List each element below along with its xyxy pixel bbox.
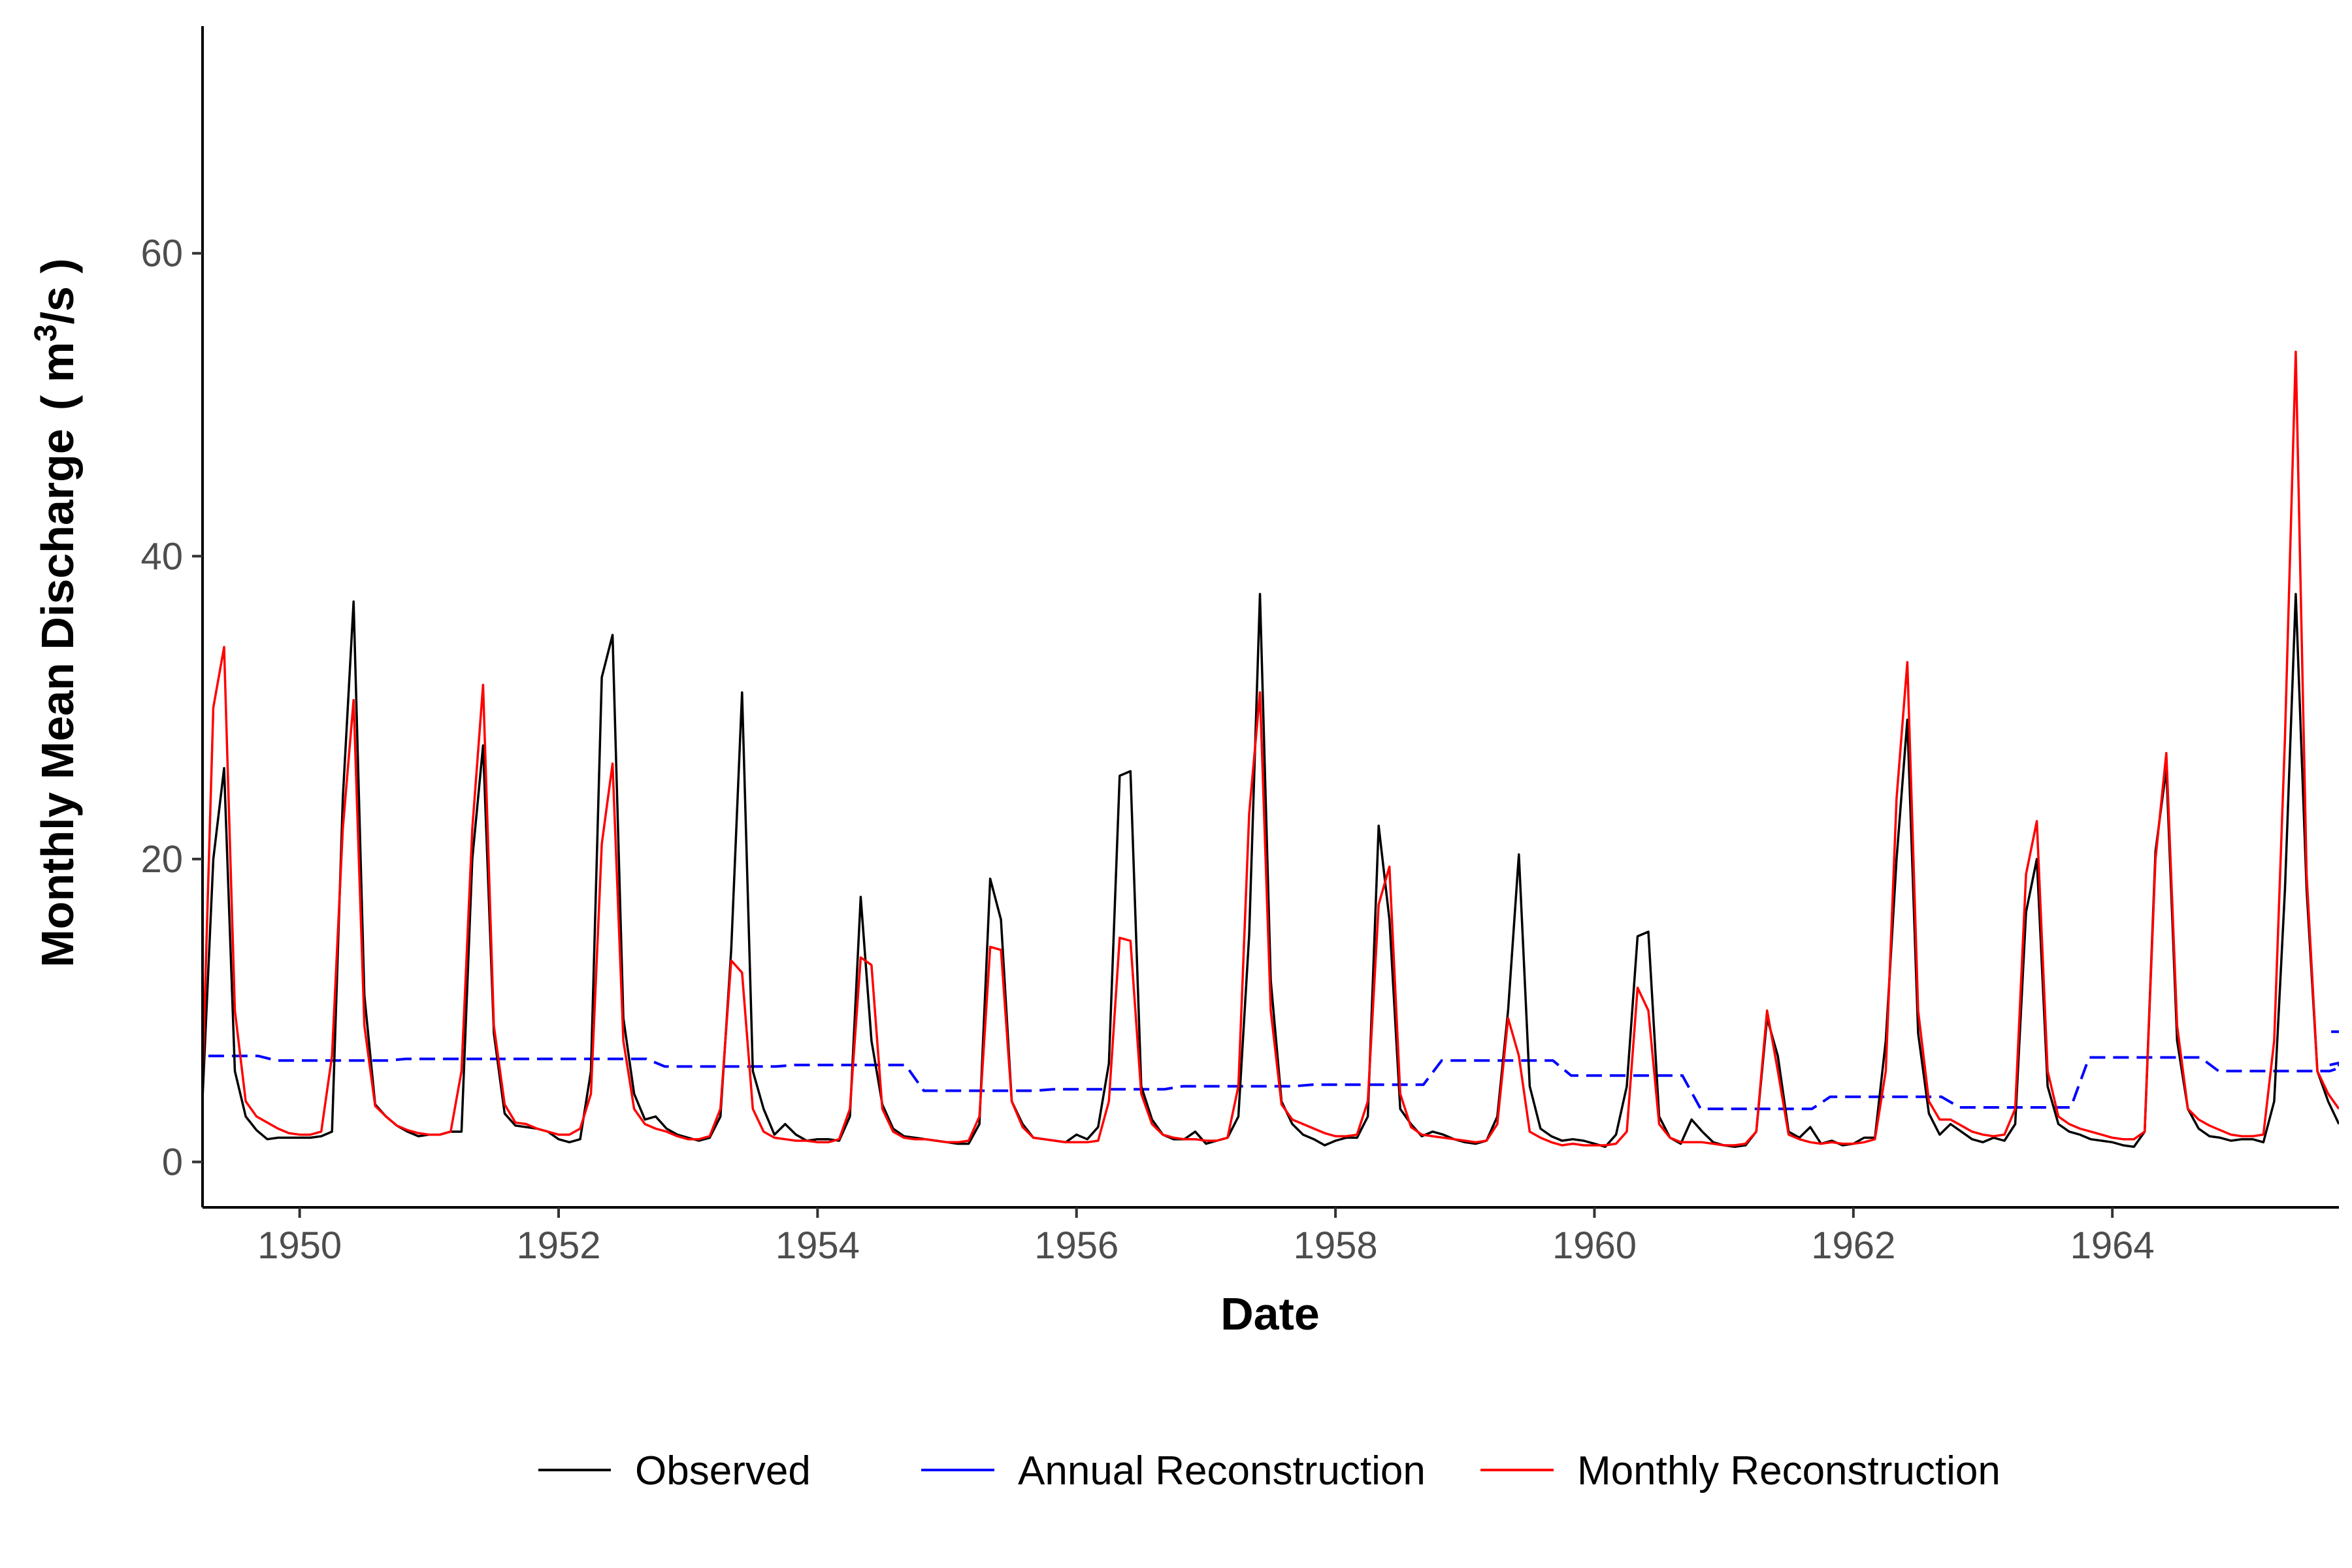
x-tick-label: 1964	[2070, 1224, 2155, 1267]
x-tick-label: 1950	[257, 1224, 342, 1267]
x-ticks: 1950 1952 1954 1956 1958 1960 1962 1964	[257, 1207, 2155, 1267]
y-axis-title-superscript: 3	[29, 324, 63, 342]
y-axis-title-main: Monthly Mean Discharge	[32, 429, 83, 968]
legend-label-monthly: Monthly Reconstruction	[1577, 1448, 2001, 1494]
x-axis-title: Date	[1220, 1288, 1320, 1339]
y-tick-label: 40	[140, 535, 183, 578]
y-tick-label: 0	[162, 1141, 183, 1183]
x-tick-label: 1962	[1811, 1224, 1895, 1267]
x-tick-label: 1954	[776, 1224, 860, 1267]
series-line-monthly	[203, 350, 2339, 1147]
x-tick-label: 1958	[1294, 1224, 1378, 1267]
legend-label-observed: Observed	[635, 1448, 811, 1494]
y-axis-title: Monthly Mean Discharge ( m3/s )	[29, 258, 83, 967]
y-tick-label: 60	[140, 233, 183, 275]
legend: Observed Annual Reconstruction Monthly R…	[538, 1448, 2001, 1494]
y-ticks: 0 20 40 60	[140, 233, 203, 1183]
x-tick-label: 1960	[1552, 1224, 1637, 1267]
y-axis-title-tail: /s )	[32, 258, 83, 324]
x-tick-label: 1956	[1034, 1224, 1119, 1267]
plot-series	[203, 350, 2339, 1149]
legend-label-annual: Annual Reconstruction	[1018, 1448, 1426, 1494]
y-tick-label: 20	[140, 838, 183, 881]
series-line-observed	[203, 593, 2339, 1149]
y-axis-title-unit: ( m	[32, 342, 83, 410]
x-tick-label: 1952	[516, 1224, 600, 1267]
